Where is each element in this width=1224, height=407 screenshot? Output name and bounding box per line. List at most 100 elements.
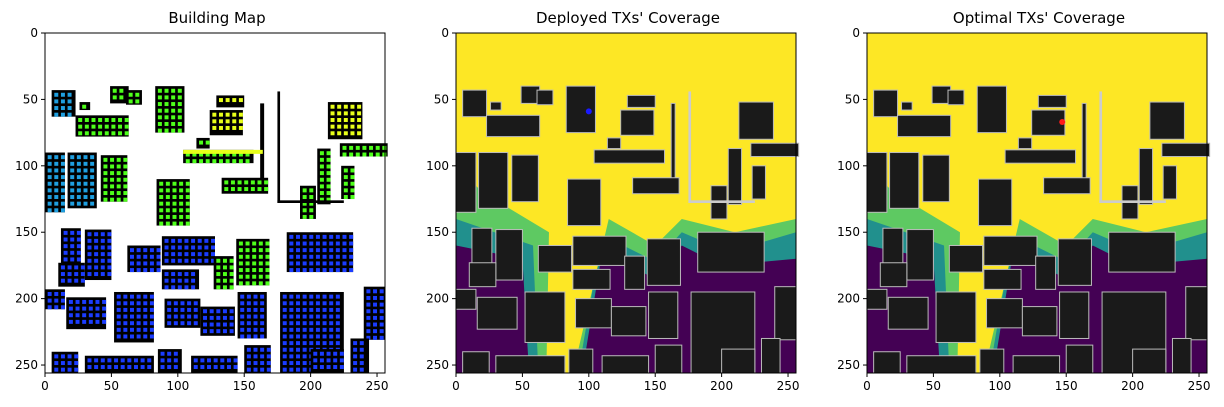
cell-mark	[302, 321, 307, 326]
cell-mark	[359, 361, 364, 366]
cell-mark	[191, 245, 196, 250]
cell-mark	[74, 272, 79, 277]
cell-mark	[222, 322, 227, 327]
cell-mark	[315, 301, 320, 306]
building-footprint	[887, 296, 929, 330]
cell-mark	[289, 334, 294, 339]
cell-mark	[315, 334, 320, 339]
cell-mark	[149, 327, 154, 332]
cell-mark	[265, 241, 270, 246]
cell-mark	[116, 334, 121, 339]
cell-mark	[114, 358, 119, 363]
cell-mark	[76, 188, 81, 193]
axes-frame	[866, 32, 1208, 374]
cell-mark	[177, 102, 182, 107]
cell-mark	[252, 268, 257, 273]
building-footprint	[738, 101, 774, 140]
cell-mark	[282, 307, 287, 312]
cell-mark	[102, 319, 107, 324]
cell-mark	[253, 367, 258, 372]
cell-mark	[225, 98, 230, 103]
cell-mark	[379, 302, 384, 307]
cell-mark	[70, 257, 75, 262]
cell-mark	[88, 299, 93, 304]
building-footprint	[935, 291, 977, 343]
cell-mark	[102, 306, 107, 311]
cell-mark	[335, 261, 340, 266]
cell-mark	[120, 365, 125, 370]
cell-mark	[238, 281, 243, 286]
cell-mark	[252, 248, 257, 253]
cell-mark	[212, 152, 217, 157]
cell-mark	[309, 327, 314, 332]
cell-mark	[123, 177, 128, 182]
cell-mark	[260, 314, 265, 319]
cell-mark	[343, 118, 348, 122]
cell-mark	[47, 195, 52, 200]
cell-mark	[199, 159, 204, 164]
cell-mark	[238, 112, 243, 117]
cell-mark	[233, 358, 238, 363]
cell-mark	[379, 315, 384, 320]
cell-mark	[123, 171, 128, 176]
cell-mark	[159, 181, 164, 186]
cell-mark	[157, 121, 162, 126]
building-footprint	[456, 152, 477, 213]
cell-mark	[133, 358, 138, 363]
cell-mark	[54, 208, 59, 213]
cell-mark	[98, 118, 103, 122]
cell-mark	[171, 115, 176, 120]
cell-mark	[357, 131, 362, 136]
cell-mark	[143, 321, 148, 326]
cell-mark	[130, 248, 134, 253]
y-tick-label: 50	[23, 92, 38, 106]
cell-mark	[75, 313, 80, 318]
cell-mark	[123, 164, 128, 169]
building-footprint	[751, 165, 766, 200]
cell-mark	[240, 334, 245, 339]
cell-mark	[197, 238, 202, 243]
cell-mark	[149, 254, 154, 259]
cell-mark	[193, 314, 198, 319]
cell-mark	[110, 191, 115, 196]
cell-mark	[67, 112, 72, 117]
y-tick-label: 0	[852, 26, 860, 40]
cell-mark	[250, 180, 255, 185]
y-tick-label: 200	[15, 292, 38, 306]
cell-mark	[68, 313, 73, 318]
cell-mark	[266, 361, 271, 366]
cell-mark	[116, 327, 121, 332]
cell-mark	[326, 351, 331, 356]
cell-mark	[136, 268, 141, 273]
cell-mark	[149, 248, 154, 253]
cell-mark	[343, 168, 348, 173]
cell-mark	[82, 299, 87, 304]
cell-mark	[315, 307, 320, 312]
cell-mark	[74, 265, 79, 270]
cell-mark	[350, 118, 355, 122]
cell-mark	[335, 321, 340, 326]
cell-mark	[119, 88, 124, 93]
building-footprint	[1065, 344, 1094, 373]
cell-mark	[350, 188, 355, 193]
cell-mark	[330, 111, 335, 116]
cell-mark	[180, 321, 185, 326]
cell-mark	[179, 195, 184, 200]
cell-mark	[74, 354, 79, 359]
cell-mark	[94, 258, 99, 263]
cell-mark	[296, 361, 300, 366]
cell-mark	[54, 195, 59, 200]
y-tick-label: 200	[426, 292, 449, 306]
cell-mark	[232, 119, 237, 124]
cell-mark	[353, 361, 358, 366]
y-tick-label: 250	[15, 358, 38, 372]
cell-mark	[216, 315, 221, 320]
cell-mark	[124, 131, 129, 136]
panel-title: Optimal TXs' Coverage	[953, 9, 1125, 27]
cell-mark	[329, 234, 334, 239]
cell-mark	[83, 161, 88, 166]
cell-mark	[160, 351, 165, 356]
cell-mark	[322, 234, 327, 239]
cell-mark	[184, 278, 189, 283]
